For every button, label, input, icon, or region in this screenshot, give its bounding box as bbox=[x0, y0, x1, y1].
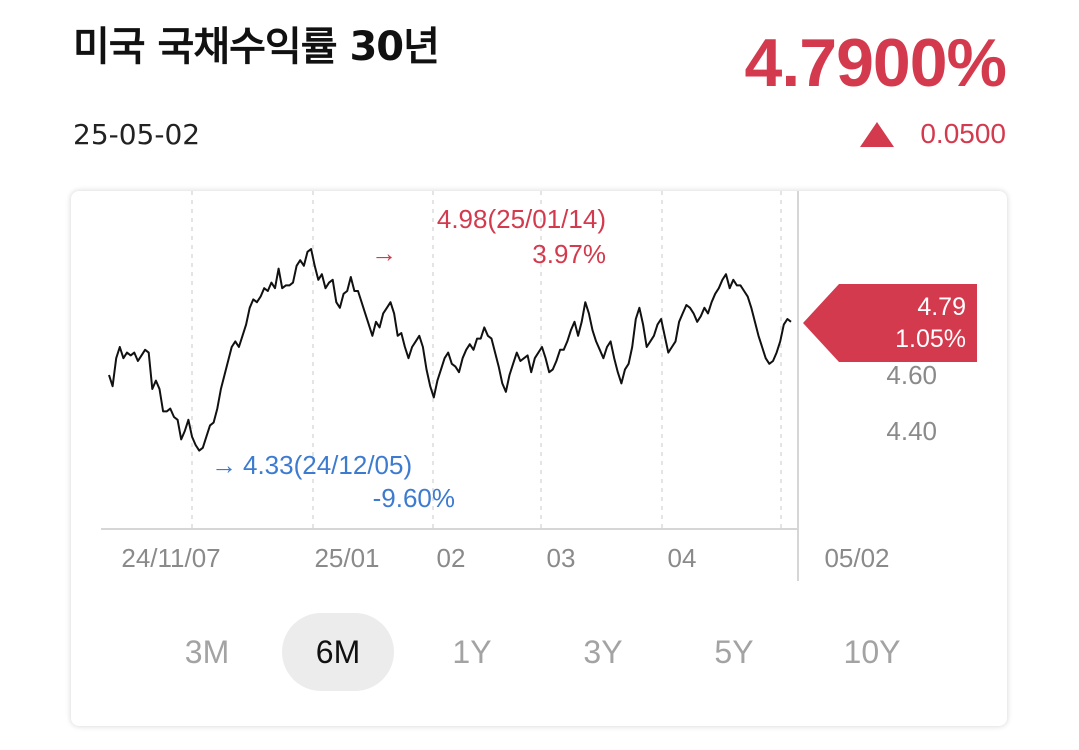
max-change-label: 3.97% bbox=[532, 239, 606, 269]
max-value-label: 4.98(25/01/14) bbox=[437, 204, 606, 234]
current-value-label: 4.79 bbox=[917, 293, 966, 321]
current-value-tag bbox=[803, 284, 977, 362]
yield-change-value: 0.0500 bbox=[920, 118, 1006, 149]
period-tab-6m[interactable]: 6M bbox=[282, 613, 394, 691]
period-tab-5y[interactable]: 5Y bbox=[714, 634, 754, 670]
chart-card: 24/11/07 25/01 02 03 04 05/02 4.40 4.60 → 4.98(25… bbox=[71, 191, 1007, 726]
max-arrow-icon: → bbox=[371, 238, 397, 268]
series-line bbox=[108, 248, 792, 452]
x-tick-label: 04 bbox=[668, 543, 697, 573]
x-tick-label: 25/01 bbox=[314, 543, 379, 573]
min-arrow-icon: → bbox=[211, 450, 237, 480]
yield-change: 0.0500 bbox=[860, 118, 1006, 150]
yield-line-chart[interactable]: 24/11/07 25/01 02 03 04 05/02 4.40 4.60 → 4.98(25… bbox=[71, 191, 1007, 611]
period-tab-10y[interactable]: 10Y bbox=[843, 634, 901, 670]
quote-date: 25-05-02 bbox=[73, 118, 201, 151]
x-tick-label: 02 bbox=[437, 543, 466, 573]
current-yield: 4.7900% bbox=[744, 25, 1007, 101]
y-tick-label: 4.60 bbox=[886, 360, 937, 390]
min-value-label: 4.33(24/12/05) bbox=[243, 450, 412, 480]
period-tab-3m[interactable]: 3M bbox=[184, 634, 230, 670]
page-title: 미국 국채수익률 30년 bbox=[73, 24, 440, 70]
y-tick-label: 4.40 bbox=[886, 416, 937, 446]
x-tick-label: 03 bbox=[547, 543, 576, 573]
current-change-label: 1.05% bbox=[895, 325, 966, 353]
period-tab-1y[interactable]: 1Y bbox=[452, 634, 492, 670]
period-selector: 3M 6M 1Y 3Y 5Y 10Y bbox=[71, 613, 1007, 691]
period-tab-3y[interactable]: 3Y bbox=[583, 634, 623, 670]
up-triangle-icon bbox=[860, 121, 895, 147]
x-tick-label: 24/11/07 bbox=[121, 543, 220, 573]
min-change-label: -9.60% bbox=[373, 483, 455, 513]
x-tick-label: 05/02 bbox=[824, 543, 889, 573]
